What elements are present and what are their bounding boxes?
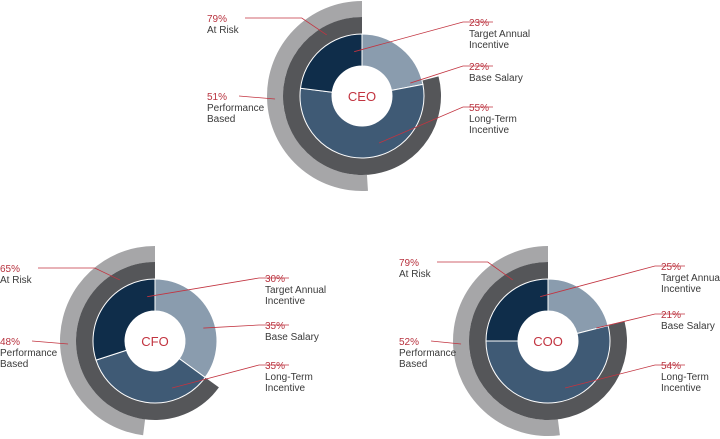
label-performance-based-value: 51% [207,92,227,103]
label-target-annual-incentive-text-0: Target Annual [265,285,326,296]
label-base-salary: 21% Base Salary [661,310,715,332]
label-long-term-incentive: 35% Long-Term Incentive [265,361,313,394]
leader-target-annual-incentive [354,21,493,53]
leader-base-salary [203,324,289,329]
label-long-term-incentive-text-1: Incentive [661,383,701,394]
label-performance-based-text-0: Performance [0,348,58,359]
leader-long-term-incentive [565,364,685,389]
label-base-salary-value: 21% [661,310,681,321]
donut-hole [125,311,185,371]
label-performance-based-text-1: Based [207,114,235,125]
label-performance-based: 52% Performance Based [399,337,457,370]
ring-performance-based [452,246,560,437]
label-base-salary-text-0: Base Salary [469,73,523,84]
label-performance-based-text-0: Performance [207,103,265,114]
chart-cfo: CFO 65% At Risk 48% Performance Based 30% Targe… [0,246,326,436]
label-long-term-incentive: 54% Long-Term Incentive [661,361,709,394]
label-at-risk-value: 79% [207,14,227,25]
label-target-annual-incentive-value: 30% [265,274,285,285]
label-base-salary-value: 35% [265,321,285,332]
label-at-risk-text-0: At Risk [0,275,33,286]
label-at-risk-value: 79% [399,258,419,269]
leader-performance-based [31,340,69,345]
leader-long-term-incentive [378,106,493,144]
chart-title: CEO [348,89,376,104]
leader-at-risk [38,267,120,281]
label-target-annual-incentive-value: 23% [469,18,489,29]
leader-base-salary [596,313,685,329]
leader-performance-based [238,95,276,100]
label-at-risk-value: 65% [0,264,20,275]
slice-long-term-incentive [95,349,206,404]
chart-title: COO [533,334,563,349]
label-target-annual-incentive: 25% Target Annual Incentive [661,262,720,295]
label-long-term-incentive-text-0: Long-Term [661,372,709,383]
chart-coo: COO 79% At Risk 52% Performance Based 25% Targe… [399,246,720,437]
label-base-salary-text-0: Base Salary [661,321,715,332]
chart-ceo: CEO 79% At Risk 51% Performance Based 23% Targe… [207,1,530,191]
label-performance-based-value: 48% [0,337,20,348]
label-target-annual-incentive-text-0: Target Annual [661,273,720,284]
label-long-term-incentive-text-1: Incentive [469,125,509,136]
leader-base-salary [410,65,493,84]
label-long-term-incentive-value: 55% [469,103,489,114]
label-at-risk-text-0: At Risk [399,269,432,280]
label-at-risk: 79% At Risk [207,14,240,36]
label-long-term-incentive-text-0: Long-Term [265,372,313,383]
label-performance-based-text-0: Performance [399,348,457,359]
label-at-risk: 79% At Risk [399,258,432,280]
label-target-annual-incentive-text-1: Incentive [661,284,701,295]
label-at-risk: 65% At Risk [0,264,33,286]
leader-at-risk [437,261,513,281]
label-long-term-incentive-text-0: Long-Term [469,114,517,125]
label-base-salary-value: 22% [469,62,489,73]
ring-performance-based [60,246,155,436]
label-performance-based: 48% Performance Based [0,337,58,370]
chart-title: CFO [141,334,168,349]
label-performance-based-text-1: Based [399,359,427,370]
slice-base-salary [154,278,218,379]
label-long-term-incentive-value: 35% [265,361,285,372]
label-target-annual-incentive: 23% Target Annual Incentive [469,18,530,51]
label-base-salary-text-0: Base Salary [265,332,319,343]
label-long-term-incentive: 55% Long-Term Incentive [469,103,517,136]
leader-target-annual-incentive [540,265,685,298]
label-performance-based: 51% Performance Based [207,92,265,125]
label-long-term-incentive-text-1: Incentive [265,383,305,394]
label-base-salary: 22% Base Salary [469,62,523,84]
label-target-annual-incentive-value: 25% [661,262,681,273]
leader-target-annual-incentive [147,277,289,298]
leader-at-risk [245,17,327,36]
label-target-annual-incentive-text-1: Incentive [469,40,509,51]
label-at-risk-text-0: At Risk [207,25,240,36]
label-target-annual-incentive: 30% Target Annual Incentive [265,274,326,307]
leader-performance-based [430,340,462,345]
label-target-annual-incentive-text-1: Incentive [265,296,305,307]
donut-hole [332,66,392,126]
label-base-salary: 35% Base Salary [265,321,319,343]
label-performance-based-value: 52% [399,337,419,348]
label-performance-based-text-1: Based [0,359,28,370]
ring-performance-based [267,1,368,191]
leader-long-term-incentive [171,364,289,389]
label-target-annual-incentive-text-0: Target Annual [469,29,530,40]
donut-hole [518,311,578,371]
label-long-term-incentive-value: 54% [661,361,681,372]
